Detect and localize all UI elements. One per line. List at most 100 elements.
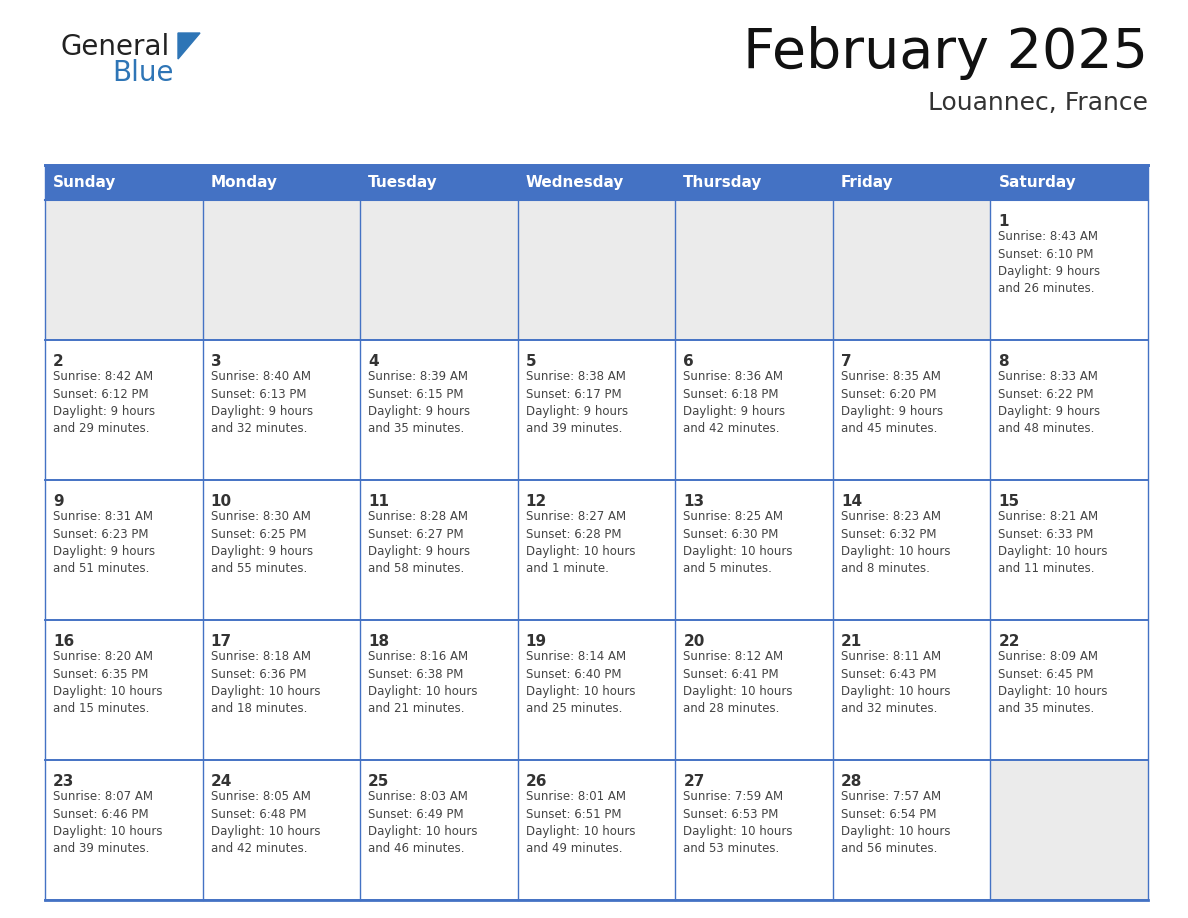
Text: February 2025: February 2025 <box>742 26 1148 80</box>
Text: 4: 4 <box>368 354 379 369</box>
Text: 2: 2 <box>53 354 64 369</box>
Bar <box>518 760 675 900</box>
Text: 17: 17 <box>210 634 232 649</box>
Text: Sunrise: 8:11 AM
Sunset: 6:43 PM
Daylight: 10 hours
and 32 minutes.: Sunrise: 8:11 AM Sunset: 6:43 PM Dayligh… <box>841 650 950 715</box>
Text: 10: 10 <box>210 494 232 509</box>
Text: Tuesday: Tuesday <box>368 175 438 190</box>
Bar <box>833 200 991 340</box>
Text: 8: 8 <box>998 354 1009 369</box>
Bar <box>203 200 360 340</box>
Bar <box>360 340 518 480</box>
Bar <box>518 340 675 480</box>
Bar <box>360 200 518 340</box>
Text: Sunrise: 7:57 AM
Sunset: 6:54 PM
Daylight: 10 hours
and 56 minutes.: Sunrise: 7:57 AM Sunset: 6:54 PM Dayligh… <box>841 790 950 856</box>
Bar <box>833 165 991 200</box>
Bar <box>203 340 360 480</box>
Text: Louannec, France: Louannec, France <box>928 91 1148 115</box>
Text: 22: 22 <box>998 634 1020 649</box>
Polygon shape <box>178 33 200 59</box>
Text: 24: 24 <box>210 774 232 789</box>
Text: Sunrise: 8:35 AM
Sunset: 6:20 PM
Daylight: 9 hours
and 45 minutes.: Sunrise: 8:35 AM Sunset: 6:20 PM Dayligh… <box>841 370 943 435</box>
Text: 19: 19 <box>526 634 546 649</box>
Text: 1: 1 <box>998 214 1009 229</box>
Bar <box>991 760 1148 900</box>
Bar <box>203 480 360 620</box>
Bar <box>991 480 1148 620</box>
Bar <box>360 165 518 200</box>
Text: 26: 26 <box>526 774 548 789</box>
Text: 15: 15 <box>998 494 1019 509</box>
Bar <box>45 200 203 340</box>
Text: 25: 25 <box>368 774 390 789</box>
Text: Sunrise: 8:09 AM
Sunset: 6:45 PM
Daylight: 10 hours
and 35 minutes.: Sunrise: 8:09 AM Sunset: 6:45 PM Dayligh… <box>998 650 1108 715</box>
Text: Sunrise: 8:31 AM
Sunset: 6:23 PM
Daylight: 9 hours
and 51 minutes.: Sunrise: 8:31 AM Sunset: 6:23 PM Dayligh… <box>53 510 156 576</box>
Bar <box>991 165 1148 200</box>
Bar <box>675 200 833 340</box>
Text: Sunrise: 8:21 AM
Sunset: 6:33 PM
Daylight: 10 hours
and 11 minutes.: Sunrise: 8:21 AM Sunset: 6:33 PM Dayligh… <box>998 510 1108 576</box>
Bar <box>360 480 518 620</box>
Bar <box>991 620 1148 760</box>
Text: Sunrise: 8:16 AM
Sunset: 6:38 PM
Daylight: 10 hours
and 21 minutes.: Sunrise: 8:16 AM Sunset: 6:38 PM Dayligh… <box>368 650 478 715</box>
Text: Sunrise: 8:27 AM
Sunset: 6:28 PM
Daylight: 10 hours
and 1 minute.: Sunrise: 8:27 AM Sunset: 6:28 PM Dayligh… <box>526 510 636 576</box>
Text: Monday: Monday <box>210 175 278 190</box>
Text: Sunrise: 8:33 AM
Sunset: 6:22 PM
Daylight: 9 hours
and 48 minutes.: Sunrise: 8:33 AM Sunset: 6:22 PM Dayligh… <box>998 370 1100 435</box>
Bar <box>203 165 360 200</box>
Bar <box>675 165 833 200</box>
Text: Sunday: Sunday <box>53 175 116 190</box>
Text: Sunrise: 8:03 AM
Sunset: 6:49 PM
Daylight: 10 hours
and 46 minutes.: Sunrise: 8:03 AM Sunset: 6:49 PM Dayligh… <box>368 790 478 856</box>
Text: Sunrise: 8:20 AM
Sunset: 6:35 PM
Daylight: 10 hours
and 15 minutes.: Sunrise: 8:20 AM Sunset: 6:35 PM Dayligh… <box>53 650 163 715</box>
Text: Sunrise: 8:25 AM
Sunset: 6:30 PM
Daylight: 10 hours
and 5 minutes.: Sunrise: 8:25 AM Sunset: 6:30 PM Dayligh… <box>683 510 792 576</box>
Text: Sunrise: 8:12 AM
Sunset: 6:41 PM
Daylight: 10 hours
and 28 minutes.: Sunrise: 8:12 AM Sunset: 6:41 PM Dayligh… <box>683 650 792 715</box>
Text: Sunrise: 8:28 AM
Sunset: 6:27 PM
Daylight: 9 hours
and 58 minutes.: Sunrise: 8:28 AM Sunset: 6:27 PM Dayligh… <box>368 510 470 576</box>
Text: Sunrise: 8:23 AM
Sunset: 6:32 PM
Daylight: 10 hours
and 8 minutes.: Sunrise: 8:23 AM Sunset: 6:32 PM Dayligh… <box>841 510 950 576</box>
Text: 6: 6 <box>683 354 694 369</box>
Text: 13: 13 <box>683 494 704 509</box>
Text: Sunrise: 8:38 AM
Sunset: 6:17 PM
Daylight: 9 hours
and 39 minutes.: Sunrise: 8:38 AM Sunset: 6:17 PM Dayligh… <box>526 370 627 435</box>
Text: Sunrise: 8:18 AM
Sunset: 6:36 PM
Daylight: 10 hours
and 18 minutes.: Sunrise: 8:18 AM Sunset: 6:36 PM Dayligh… <box>210 650 320 715</box>
Text: 14: 14 <box>841 494 862 509</box>
Text: Sunrise: 7:59 AM
Sunset: 6:53 PM
Daylight: 10 hours
and 53 minutes.: Sunrise: 7:59 AM Sunset: 6:53 PM Dayligh… <box>683 790 792 856</box>
Bar <box>45 340 203 480</box>
Bar <box>518 200 675 340</box>
Text: 23: 23 <box>53 774 75 789</box>
Text: 20: 20 <box>683 634 704 649</box>
Text: Sunrise: 8:05 AM
Sunset: 6:48 PM
Daylight: 10 hours
and 42 minutes.: Sunrise: 8:05 AM Sunset: 6:48 PM Dayligh… <box>210 790 320 856</box>
Text: Thursday: Thursday <box>683 175 763 190</box>
Text: Sunrise: 8:30 AM
Sunset: 6:25 PM
Daylight: 9 hours
and 55 minutes.: Sunrise: 8:30 AM Sunset: 6:25 PM Dayligh… <box>210 510 312 576</box>
Bar <box>518 165 675 200</box>
Bar <box>675 760 833 900</box>
Text: 18: 18 <box>368 634 390 649</box>
Text: Friday: Friday <box>841 175 893 190</box>
Bar <box>833 620 991 760</box>
Bar <box>45 620 203 760</box>
Text: Sunrise: 8:40 AM
Sunset: 6:13 PM
Daylight: 9 hours
and 32 minutes.: Sunrise: 8:40 AM Sunset: 6:13 PM Dayligh… <box>210 370 312 435</box>
Bar <box>518 620 675 760</box>
Bar <box>991 340 1148 480</box>
Bar <box>675 620 833 760</box>
Text: Sunrise: 8:39 AM
Sunset: 6:15 PM
Daylight: 9 hours
and 35 minutes.: Sunrise: 8:39 AM Sunset: 6:15 PM Dayligh… <box>368 370 470 435</box>
Bar <box>518 480 675 620</box>
Bar <box>203 620 360 760</box>
Bar <box>991 200 1148 340</box>
Text: 16: 16 <box>53 634 74 649</box>
Bar <box>360 620 518 760</box>
Text: Blue: Blue <box>112 59 173 87</box>
Text: Sunrise: 8:14 AM
Sunset: 6:40 PM
Daylight: 10 hours
and 25 minutes.: Sunrise: 8:14 AM Sunset: 6:40 PM Dayligh… <box>526 650 636 715</box>
Text: Sunrise: 8:01 AM
Sunset: 6:51 PM
Daylight: 10 hours
and 49 minutes.: Sunrise: 8:01 AM Sunset: 6:51 PM Dayligh… <box>526 790 636 856</box>
Bar <box>675 480 833 620</box>
Bar <box>833 340 991 480</box>
Text: Sunrise: 8:42 AM
Sunset: 6:12 PM
Daylight: 9 hours
and 29 minutes.: Sunrise: 8:42 AM Sunset: 6:12 PM Dayligh… <box>53 370 156 435</box>
Bar <box>833 760 991 900</box>
Bar <box>45 480 203 620</box>
Text: 21: 21 <box>841 634 862 649</box>
Text: Sunrise: 8:36 AM
Sunset: 6:18 PM
Daylight: 9 hours
and 42 minutes.: Sunrise: 8:36 AM Sunset: 6:18 PM Dayligh… <box>683 370 785 435</box>
Text: Wednesday: Wednesday <box>526 175 624 190</box>
Text: General: General <box>61 33 169 61</box>
Text: 3: 3 <box>210 354 221 369</box>
Text: Sunrise: 8:07 AM
Sunset: 6:46 PM
Daylight: 10 hours
and 39 minutes.: Sunrise: 8:07 AM Sunset: 6:46 PM Dayligh… <box>53 790 163 856</box>
Text: 9: 9 <box>53 494 64 509</box>
Text: Sunrise: 8:43 AM
Sunset: 6:10 PM
Daylight: 9 hours
and 26 minutes.: Sunrise: 8:43 AM Sunset: 6:10 PM Dayligh… <box>998 230 1100 296</box>
Text: 27: 27 <box>683 774 704 789</box>
Text: 28: 28 <box>841 774 862 789</box>
Bar <box>675 340 833 480</box>
